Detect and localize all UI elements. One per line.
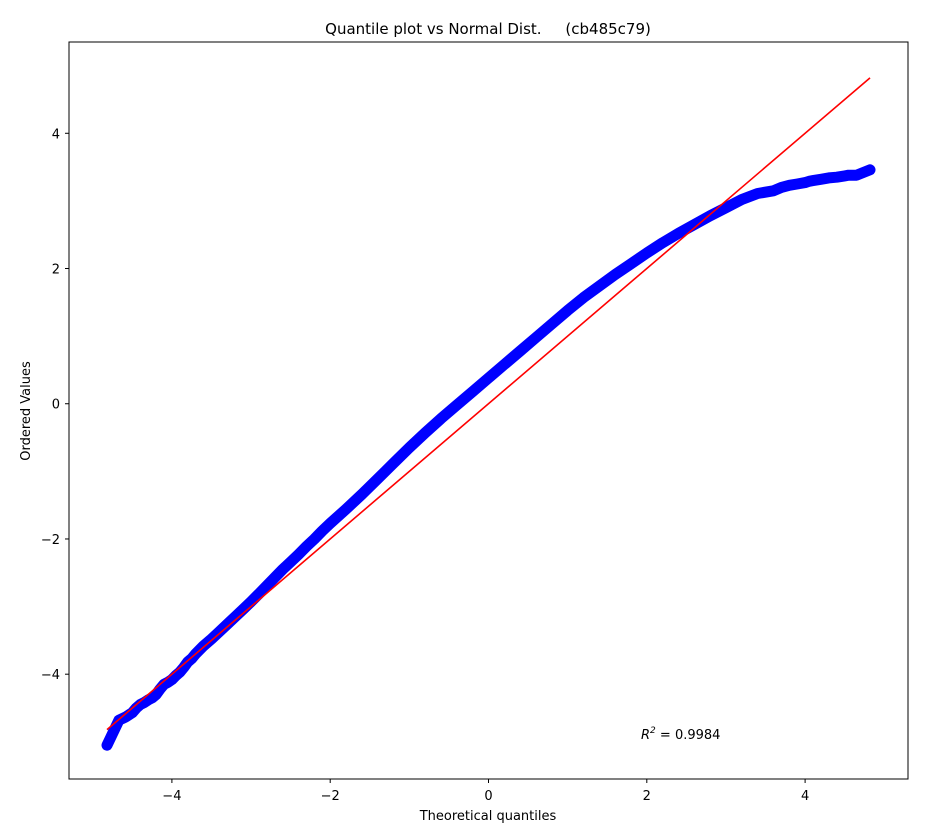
data-point <box>657 237 668 248</box>
chart-title: Quantile plot vs Normal Dist. (cb485c79) <box>325 20 651 38</box>
x-tick-label: 4 <box>801 789 809 804</box>
data-point <box>815 174 826 185</box>
data-point <box>356 489 367 500</box>
y-tick-label: 2 <box>52 263 60 278</box>
data-point <box>467 386 478 397</box>
data-point <box>562 305 573 316</box>
data-point <box>641 248 652 258</box>
data-point <box>594 281 605 292</box>
fit-line <box>106 77 871 731</box>
y-tick-label: 4 <box>52 127 60 142</box>
data-point <box>515 346 526 356</box>
data-point <box>823 172 834 183</box>
data-point <box>388 458 399 469</box>
data-point <box>768 185 779 196</box>
data-point <box>222 619 233 630</box>
data-point <box>626 258 636 269</box>
data-point <box>784 180 795 191</box>
data-point <box>792 179 803 189</box>
y-axis-ticks: −4 −2 0 2 4 <box>41 127 69 683</box>
data-point <box>214 626 225 637</box>
data-point <box>673 228 684 239</box>
x-tick-label: 2 <box>643 789 651 804</box>
data-point <box>851 170 862 181</box>
data-point <box>499 359 510 370</box>
data-point <box>578 292 589 303</box>
y-axis-label: Ordered Values <box>19 361 34 461</box>
data-point <box>610 269 621 280</box>
data-point <box>317 525 328 536</box>
data-point <box>483 373 494 383</box>
plot-marks <box>101 77 876 751</box>
data-point <box>372 473 383 484</box>
data-point <box>420 427 431 438</box>
x-axis-label: Theoretical quantiles <box>419 809 557 824</box>
y-tick-label: −2 <box>41 533 60 548</box>
x-tick-label: 0 <box>484 789 492 804</box>
data-point <box>309 534 320 544</box>
r-squared-symbol: R <box>641 728 650 743</box>
data-point <box>689 219 700 230</box>
data-point <box>776 182 787 193</box>
data-point <box>301 541 312 552</box>
y-tick-label: −4 <box>41 668 60 683</box>
data-point <box>254 588 264 599</box>
data-point <box>277 564 288 575</box>
data-point <box>531 332 541 343</box>
x-tick-label: −4 <box>162 789 181 804</box>
data-point <box>230 611 241 622</box>
x-tick-label: −2 <box>321 789 340 804</box>
data-point <box>808 175 818 186</box>
data-point <box>404 442 415 453</box>
data-point <box>102 740 112 751</box>
data-point <box>451 400 462 411</box>
data-point <box>341 504 351 515</box>
data-point <box>721 202 731 213</box>
data-point <box>752 188 763 199</box>
data-point <box>843 170 854 181</box>
data-point <box>269 572 280 583</box>
data-point <box>865 164 875 175</box>
r-squared-annotation: R2 = 0.9984 <box>641 726 720 743</box>
data-point <box>261 580 272 591</box>
data-point <box>285 557 296 567</box>
data-point <box>246 596 256 607</box>
r-squared-superscript: 2 <box>650 726 656 736</box>
data-point <box>736 194 747 205</box>
r-squared-value: = 0.9984 <box>656 728 721 743</box>
data-point <box>546 319 557 329</box>
y-tick-label: 0 <box>52 398 60 413</box>
x-axis-ticks: −4 −2 0 2 4 <box>162 779 809 804</box>
data-point <box>325 518 336 529</box>
data-point <box>831 172 842 183</box>
data-point <box>436 413 446 424</box>
data-point <box>293 549 304 560</box>
